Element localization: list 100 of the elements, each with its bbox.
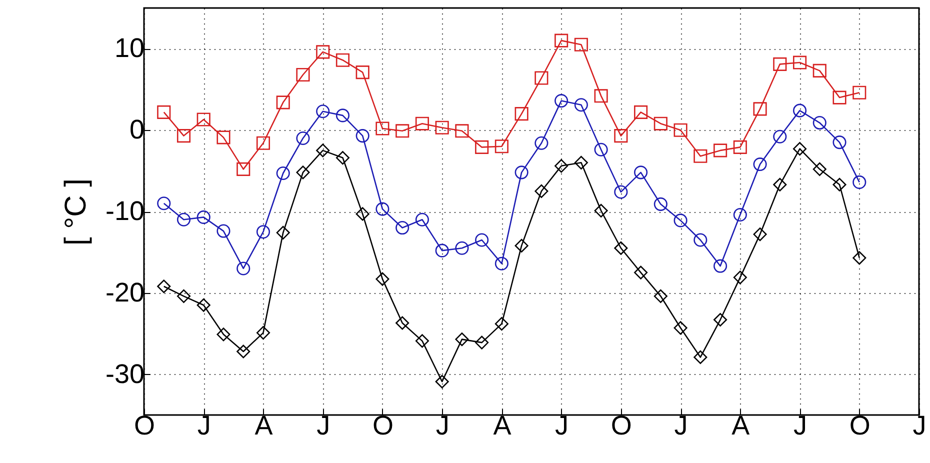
point <box>455 241 469 255</box>
x-tick-label: J <box>912 410 926 440</box>
point <box>753 228 767 242</box>
point <box>694 233 708 247</box>
point <box>694 149 708 163</box>
point <box>594 142 608 156</box>
point <box>614 185 628 199</box>
point <box>534 184 548 198</box>
point <box>554 159 568 173</box>
point <box>316 104 330 118</box>
x-tick-label: J <box>794 410 808 440</box>
point <box>216 130 230 144</box>
point <box>753 102 767 116</box>
point <box>514 238 528 252</box>
point <box>356 66 370 80</box>
point <box>792 142 807 156</box>
point <box>574 38 588 52</box>
point <box>196 112 210 126</box>
x-tick-label: J <box>197 410 211 440</box>
point <box>475 233 489 247</box>
point <box>792 104 807 118</box>
point <box>753 158 767 172</box>
x-tick-label: J <box>674 410 688 440</box>
point <box>654 116 668 130</box>
point <box>714 144 728 158</box>
x-tick-label: O <box>134 410 156 440</box>
point <box>157 196 171 210</box>
point <box>415 116 429 130</box>
point <box>714 312 728 327</box>
point <box>276 166 290 180</box>
point <box>376 122 390 136</box>
point <box>216 328 230 342</box>
point <box>236 162 250 176</box>
point <box>832 136 846 150</box>
point <box>674 123 688 137</box>
point <box>336 53 350 67</box>
point <box>396 124 410 138</box>
point <box>376 202 390 216</box>
point <box>594 89 608 103</box>
point <box>196 210 210 224</box>
point <box>176 289 191 303</box>
point <box>435 374 449 388</box>
point <box>296 131 310 145</box>
point <box>674 321 688 335</box>
point <box>236 262 250 276</box>
point <box>654 289 668 303</box>
point <box>336 151 350 165</box>
point <box>852 86 866 100</box>
point <box>376 272 390 286</box>
point <box>494 256 508 270</box>
x-tick-label: A <box>254 410 273 440</box>
point <box>236 344 250 358</box>
point <box>396 221 410 235</box>
point <box>176 129 191 143</box>
point <box>534 136 548 150</box>
point <box>455 124 469 138</box>
point <box>316 144 330 158</box>
point <box>256 225 270 239</box>
x-tick-label: J <box>436 410 450 440</box>
x-tick-label: A <box>732 410 750 440</box>
point <box>812 162 826 176</box>
point <box>852 175 866 189</box>
point <box>733 208 747 222</box>
point <box>634 105 648 119</box>
x-tick-label: A <box>493 410 512 440</box>
point <box>276 226 290 240</box>
point <box>674 214 688 228</box>
point <box>514 166 528 180</box>
x-tick-label: O <box>610 410 632 440</box>
point <box>654 197 668 211</box>
point <box>216 224 230 238</box>
point <box>356 129 370 143</box>
point <box>733 140 747 154</box>
point <box>256 136 270 150</box>
point <box>316 45 330 59</box>
point <box>157 105 171 119</box>
point <box>494 317 508 331</box>
point <box>792 56 807 70</box>
point <box>336 108 350 122</box>
point <box>356 207 370 221</box>
x-tick-label: J <box>555 410 569 440</box>
point <box>276 96 290 110</box>
point <box>455 332 469 346</box>
y-tick-label: -30 <box>105 358 144 389</box>
y-axis-title: [ °C ] <box>59 178 92 246</box>
point <box>852 251 866 265</box>
point <box>634 166 648 180</box>
x-tick-label: O <box>849 410 870 440</box>
point <box>614 241 628 255</box>
point <box>812 64 826 78</box>
y-tick-label: 10 <box>114 33 144 64</box>
point <box>614 129 628 143</box>
point <box>773 130 787 144</box>
point <box>494 140 508 154</box>
point <box>714 259 728 273</box>
point <box>534 71 548 85</box>
point <box>594 204 608 218</box>
point <box>475 140 489 154</box>
point <box>733 270 747 284</box>
point <box>256 326 270 340</box>
